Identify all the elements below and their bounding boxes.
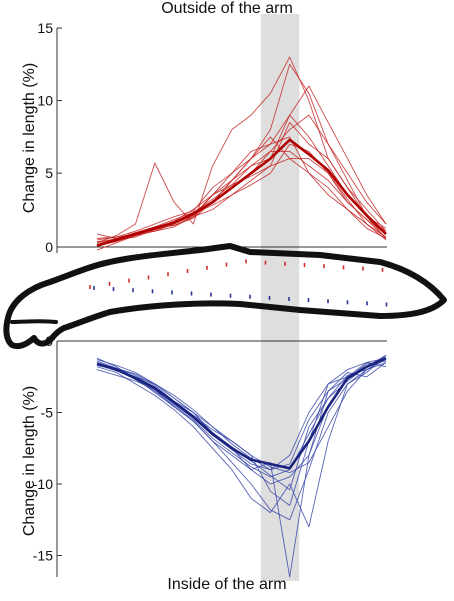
inside-y-tick-label: -10 bbox=[33, 476, 53, 492]
outside-subject-line-9 bbox=[96, 158, 387, 241]
outside-subject-line-3 bbox=[96, 85, 387, 239]
arm-outline bbox=[3, 243, 447, 350]
inside-y-tick-label: -15 bbox=[33, 548, 53, 564]
inside-mean-line bbox=[96, 357, 387, 470]
chart-title-top: Outside of the arm bbox=[161, 0, 293, 17]
outside-subject-line-10 bbox=[96, 143, 387, 244]
arm-marker-layer bbox=[89, 259, 388, 307]
highlight-band-layer bbox=[260, 14, 300, 581]
outside-y-tick-label: 0 bbox=[45, 239, 53, 255]
outside-subject-line-2 bbox=[96, 63, 387, 247]
inside-subject-line-1 bbox=[96, 354, 387, 578]
outside-y-tick-label: 15 bbox=[37, 20, 53, 36]
inside-subject-line-10 bbox=[96, 357, 387, 478]
inside-y-tick-label: -5 bbox=[41, 405, 54, 421]
outside-subject-line-4 bbox=[96, 114, 387, 239]
highlight-band bbox=[260, 14, 300, 581]
inside-subject-line-2 bbox=[96, 362, 387, 528]
inside-subject-line-5 bbox=[96, 359, 387, 471]
y-axis-label-outside: Change in length (%) bbox=[21, 62, 38, 214]
inside-subject-line-9 bbox=[96, 359, 387, 474]
chart-title-bottom: Inside of the arm bbox=[167, 576, 287, 593]
outside-y-tick-label: 10 bbox=[37, 93, 53, 109]
y-axis-label-inside: Change in length (%) bbox=[21, 385, 38, 537]
inside-panel: 0 -5 -10 -15 bbox=[33, 333, 387, 578]
inside-y-tick-label: 0 bbox=[45, 333, 53, 349]
outside-subject-line-5 bbox=[96, 150, 387, 242]
outside-mean-line bbox=[96, 138, 387, 247]
arm-outline-icon bbox=[3, 243, 447, 350]
outside-subject-line-8 bbox=[96, 114, 387, 245]
arm-finger-line bbox=[10, 319, 58, 324]
outside-panel: 0 5 10 15 bbox=[37, 20, 387, 255]
outside-y-tick-label: 5 bbox=[45, 165, 53, 181]
